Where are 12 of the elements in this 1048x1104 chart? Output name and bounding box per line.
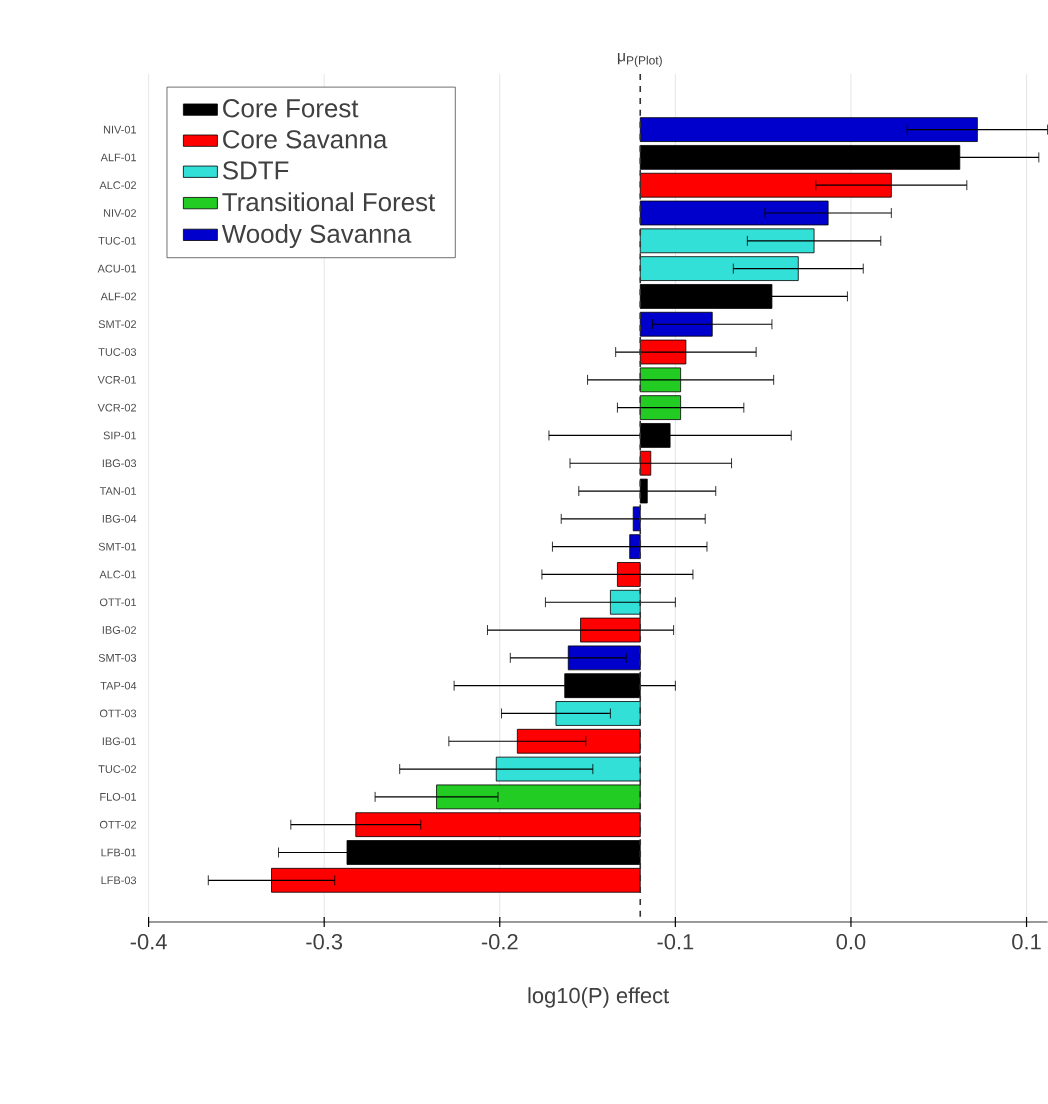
x-tick-label: -0.2 bbox=[481, 934, 518, 950]
x-tick-label: -0.3 bbox=[306, 934, 343, 950]
x-tick-label: -0.4 bbox=[130, 934, 167, 950]
legend-label: Woody Savanna bbox=[221, 223, 412, 249]
x-axis-title: log10(P) effect bbox=[528, 987, 670, 1008]
legend-label: Core Savanna bbox=[223, 130, 388, 149]
x-tick-label: 0.1 bbox=[1012, 934, 1041, 950]
x-tick-label: -0.1 bbox=[657, 934, 694, 950]
legend-label: SDTF bbox=[222, 161, 289, 180]
legend-label: Transitional Forest bbox=[222, 192, 436, 212]
legend-label: Core Forest bbox=[223, 99, 359, 118]
x-tick-label: 0.0 bbox=[836, 934, 866, 950]
